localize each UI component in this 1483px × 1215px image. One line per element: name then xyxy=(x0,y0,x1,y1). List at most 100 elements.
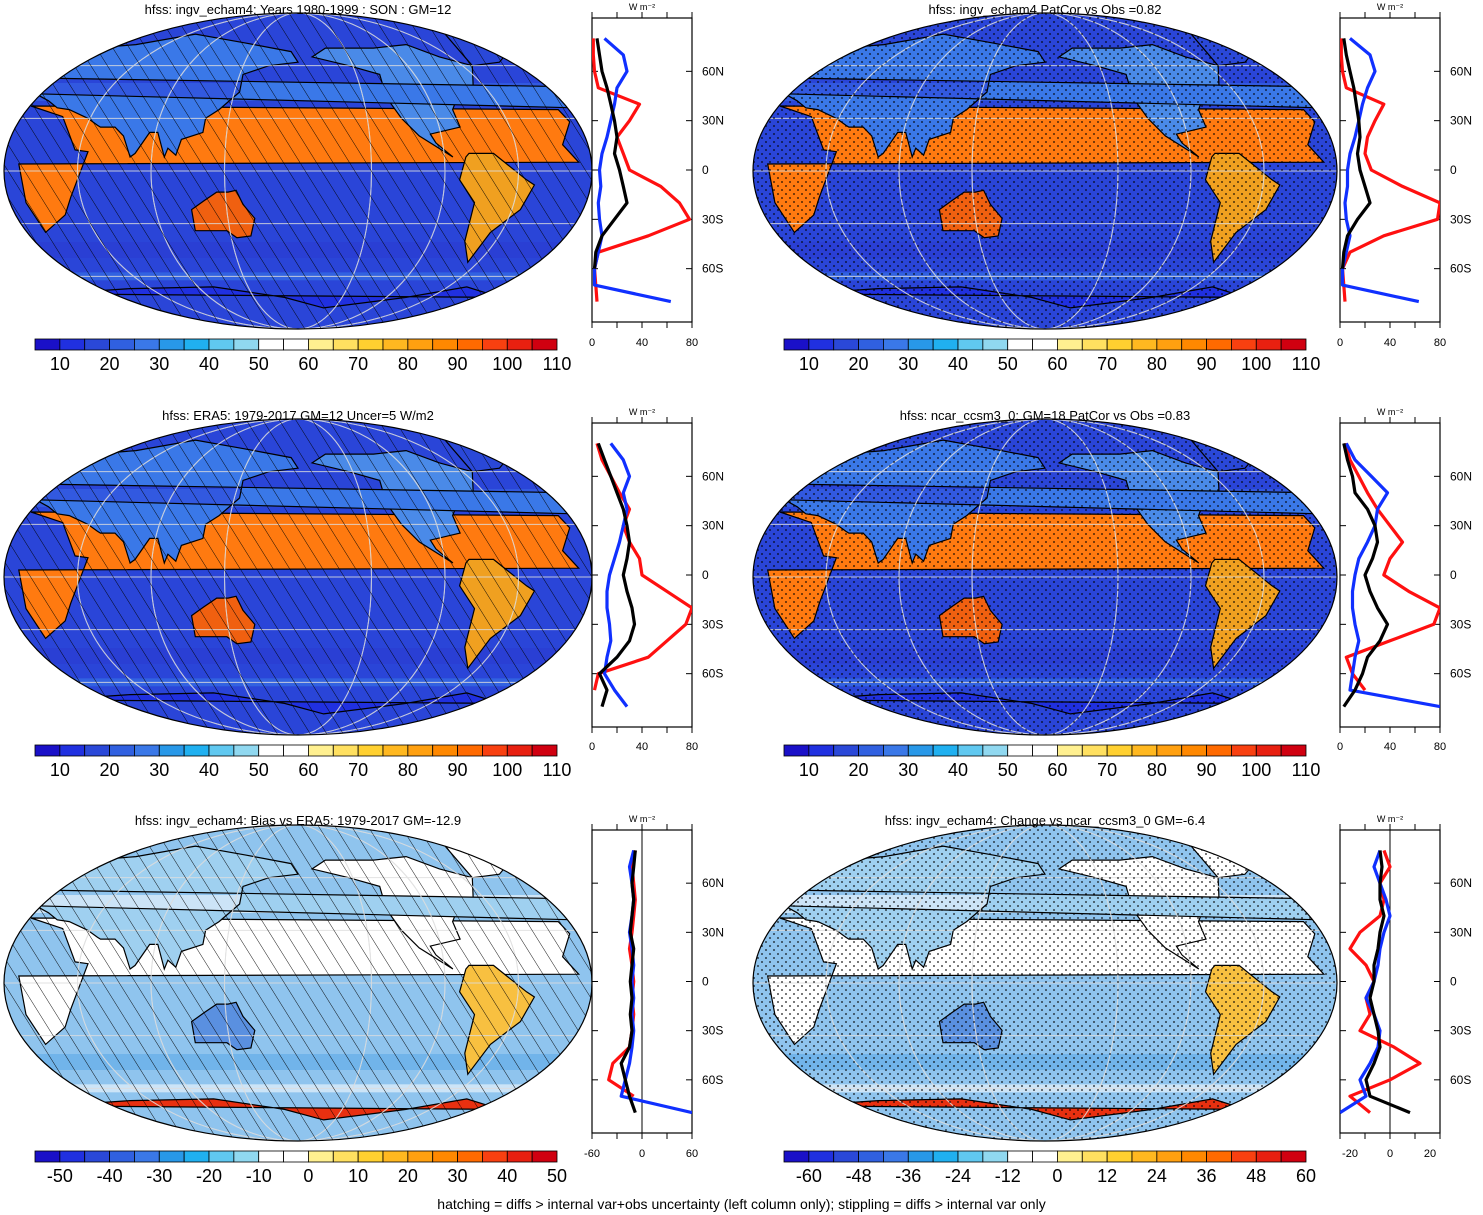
colorbar-swatch xyxy=(907,744,934,757)
profile-lat-label: 60S xyxy=(1450,667,1471,681)
colorbar-swatch xyxy=(1280,338,1307,351)
colorbar-swatch xyxy=(1206,744,1232,757)
colorbar-swatch xyxy=(1206,338,1232,351)
profile-unit-label: W m⁻² xyxy=(629,814,655,824)
colorbar-swatch xyxy=(1131,744,1158,757)
colorbar-tick-label: 80 xyxy=(398,760,418,780)
map-border xyxy=(752,12,1338,330)
colorbar-swatch xyxy=(907,1150,934,1163)
profile-x-tick-label: 60 xyxy=(686,1148,698,1160)
profile-series-blue xyxy=(1344,442,1440,709)
profile-series-black xyxy=(619,850,637,1114)
profile-lat-label: 60S xyxy=(702,262,723,276)
colorbar-tick-label: 70 xyxy=(348,354,368,374)
profile-x-tick-label: 40 xyxy=(636,741,648,753)
profile-series-black xyxy=(592,38,629,269)
colorbar-swatch xyxy=(1255,744,1282,757)
profile-lat-label: 0 xyxy=(1450,975,1457,989)
colorbar-tick-label: 70 xyxy=(1097,760,1117,780)
map-border xyxy=(752,824,1338,1142)
profile-x-tick-label: 0 xyxy=(1387,1148,1393,1160)
colorbar-swatch xyxy=(84,1150,110,1163)
colorbar-swatch xyxy=(932,744,959,757)
map-panel-3 xyxy=(752,418,1338,736)
profile-unit-label: W m⁻² xyxy=(1377,814,1403,824)
colorbar-swatch xyxy=(1032,338,1058,351)
colorbar-tick-label: 10 xyxy=(348,1166,368,1186)
profile-unit-label: W m⁻² xyxy=(1377,407,1403,417)
colorbar-swatch xyxy=(332,1150,359,1163)
map-border xyxy=(752,418,1338,736)
profile-x-tick-label: 80 xyxy=(1434,741,1446,753)
colorbar-tick-label: 50 xyxy=(249,760,269,780)
colorbar-tick-label: 10 xyxy=(50,354,70,374)
colorbar-swatch xyxy=(957,338,984,351)
profile-lat-label: 30N xyxy=(702,519,724,533)
colorbar-tick-label: 90 xyxy=(1197,354,1217,374)
colorbar-tick-label: -36 xyxy=(895,1166,921,1186)
colorbar-swatch xyxy=(158,1150,185,1163)
profile-lat-label: 0 xyxy=(702,568,709,582)
colorbar-swatch xyxy=(1255,338,1282,351)
colorbar-swatch xyxy=(1057,1150,1083,1163)
profile-x-tick-label: 40 xyxy=(1384,337,1396,349)
colorbar-swatch xyxy=(957,744,984,757)
profile-lat-label: 60N xyxy=(1450,876,1472,890)
colorbar-swatch xyxy=(531,1150,558,1163)
colorbar-tick-label: 70 xyxy=(1097,354,1117,374)
map-panel-4 xyxy=(3,824,593,1142)
hatch-overlay xyxy=(4,13,592,329)
colorbar-tick-label: 60 xyxy=(1296,1166,1316,1186)
colorbar-tick-label: -20 xyxy=(196,1166,222,1186)
profile-x-tick-label: 80 xyxy=(1434,337,1446,349)
colorbar-swatch xyxy=(1181,1150,1207,1163)
colorbar-swatch xyxy=(1081,338,1108,351)
profile-x-tick-label: 0 xyxy=(1337,741,1343,753)
colorbar-tick-label: 60 xyxy=(298,760,318,780)
profile-series-black xyxy=(1340,38,1372,269)
colorbar-tick-label: 90 xyxy=(448,354,468,374)
profile-x-tick-label: 0 xyxy=(589,741,595,753)
colorbar-swatch xyxy=(134,744,160,757)
colorbar-5: -60 -48 -36 -24 -12 0 12 24 36 48 60 xyxy=(783,1150,1316,1186)
colorbar-tick-label: 90 xyxy=(448,760,468,780)
colorbar-swatch xyxy=(982,1150,1009,1163)
colorbar-swatch xyxy=(833,744,859,757)
colorbar-1: 10 20 30 40 50 60 70 80 90 100 110 xyxy=(783,338,1321,374)
profile-x-tick-label: 0 xyxy=(589,337,595,349)
colorbar-swatch xyxy=(506,1150,533,1163)
colorbar-tick-label: 110 xyxy=(1292,354,1321,374)
profile-x-tick-label: 80 xyxy=(686,337,698,349)
colorbar-swatch xyxy=(457,744,483,757)
colorbar-swatch xyxy=(982,338,1009,351)
colorbar-swatch xyxy=(858,338,884,351)
colorbar-swatch xyxy=(1156,744,1183,757)
colorbar-swatch xyxy=(258,744,284,757)
colorbar-tick-label: 50 xyxy=(998,354,1018,374)
colorbar-swatch xyxy=(482,1150,508,1163)
colorbar-tick-label: 40 xyxy=(948,760,968,780)
colorbar-swatch xyxy=(1032,1150,1058,1163)
colorbar-swatch xyxy=(407,338,434,351)
profile-unit-label: W m⁻² xyxy=(629,407,655,417)
colorbar-swatch xyxy=(1255,1150,1282,1163)
colorbar-swatch xyxy=(1156,1150,1183,1163)
colorbar-tick-label: 20 xyxy=(100,760,120,780)
colorbar-tick-label: 60 xyxy=(1047,760,1067,780)
colorbar-swatch xyxy=(208,338,235,351)
colorbar-swatch xyxy=(1231,744,1257,757)
colorbar-tick-label: 50 xyxy=(547,1166,567,1186)
colorbar-swatch xyxy=(1231,338,1257,351)
colorbar-swatch xyxy=(233,1150,260,1163)
profile-series-blue xyxy=(592,37,672,304)
colorbar-swatch xyxy=(932,1150,959,1163)
colorbar-swatch xyxy=(432,338,458,351)
colorbar-swatch xyxy=(1007,1150,1033,1163)
colorbar-swatch xyxy=(1106,338,1133,351)
colorbar-swatch xyxy=(308,338,334,351)
profile-x-tick-label: -20 xyxy=(1342,1148,1358,1160)
colorbar-tick-label: -40 xyxy=(97,1166,123,1186)
colorbar-swatch xyxy=(1206,1150,1232,1163)
colorbar-swatch xyxy=(1156,338,1183,351)
colorbar-swatch xyxy=(283,744,309,757)
